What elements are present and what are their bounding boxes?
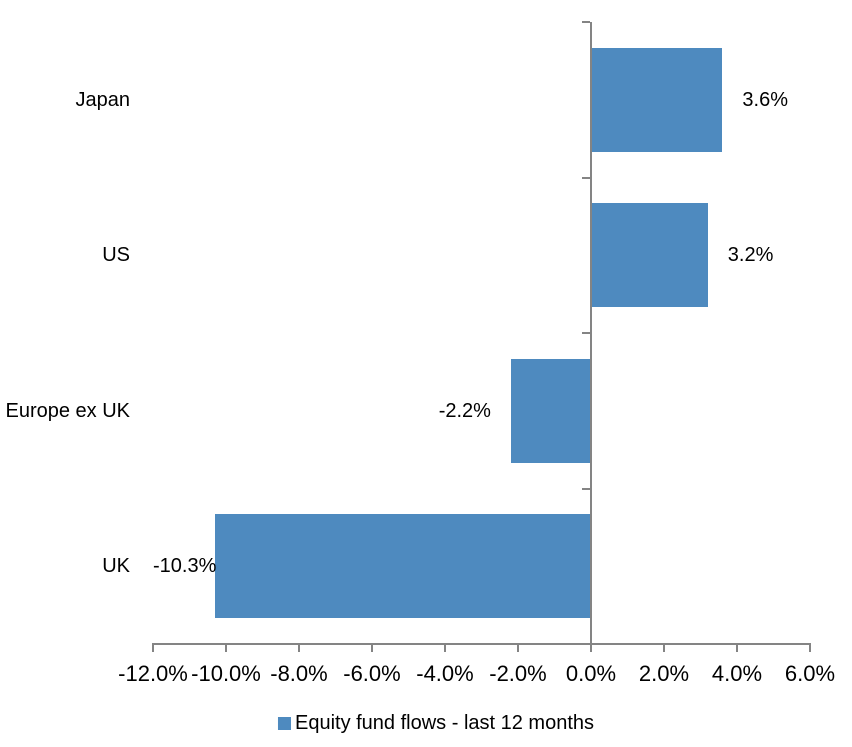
bar-value-label: -10.3% xyxy=(153,555,217,578)
category-axis-tick xyxy=(582,21,590,23)
category-axis-tick xyxy=(582,332,590,334)
category-label-europe-ex-uk: Europe ex UK xyxy=(5,399,130,422)
category-label-uk: UK xyxy=(102,555,130,578)
category-label-us: US xyxy=(102,244,130,267)
x-tick-label: -4.0% xyxy=(416,661,474,686)
x-axis-tick xyxy=(663,643,665,652)
category-axis-tick xyxy=(582,487,590,490)
x-axis-line xyxy=(153,643,811,645)
category-label-japan: Japan xyxy=(75,88,131,111)
x-tick-label: -2.0% xyxy=(489,661,547,686)
x-tick-label: -6.0% xyxy=(343,661,401,686)
x-tick-label: 4.0% xyxy=(711,661,763,686)
legend-series-label: Equity fund flows - last 12 months xyxy=(294,712,595,734)
x-tick-label: 6.0% xyxy=(784,661,836,686)
x-tick-label: -12.0% xyxy=(118,661,188,686)
category-axis-tick xyxy=(582,176,590,179)
x-axis-tick xyxy=(736,643,738,652)
x-axis-tick xyxy=(298,643,300,652)
legend-swatch-icon xyxy=(277,716,291,730)
bar-value-label: 3.2% xyxy=(727,244,774,267)
x-axis-tick xyxy=(225,643,227,652)
x-tick-label: 0.0% xyxy=(565,661,617,686)
x-axis-tick xyxy=(809,643,811,652)
value-axis-line xyxy=(590,22,592,652)
x-tick-label: 2.0% xyxy=(638,661,690,686)
legend: Equity fund flows - last 12 months xyxy=(277,708,595,738)
x-axis-tick xyxy=(371,643,373,652)
x-axis-tick xyxy=(152,643,154,652)
bar-japan xyxy=(591,47,723,152)
x-tick-label: -10.0% xyxy=(191,661,261,686)
x-axis-tick xyxy=(517,643,519,652)
bar-value-label: -2.2% xyxy=(438,399,491,422)
bar-europe-ex-uk xyxy=(510,358,591,463)
bar-value-label: 3.6% xyxy=(742,88,788,111)
x-tick-label: -8.0% xyxy=(270,661,328,686)
x-axis-tick xyxy=(444,643,446,652)
bar-uk xyxy=(215,514,592,619)
bar-us xyxy=(591,203,708,308)
x-axis-tick xyxy=(590,643,592,652)
